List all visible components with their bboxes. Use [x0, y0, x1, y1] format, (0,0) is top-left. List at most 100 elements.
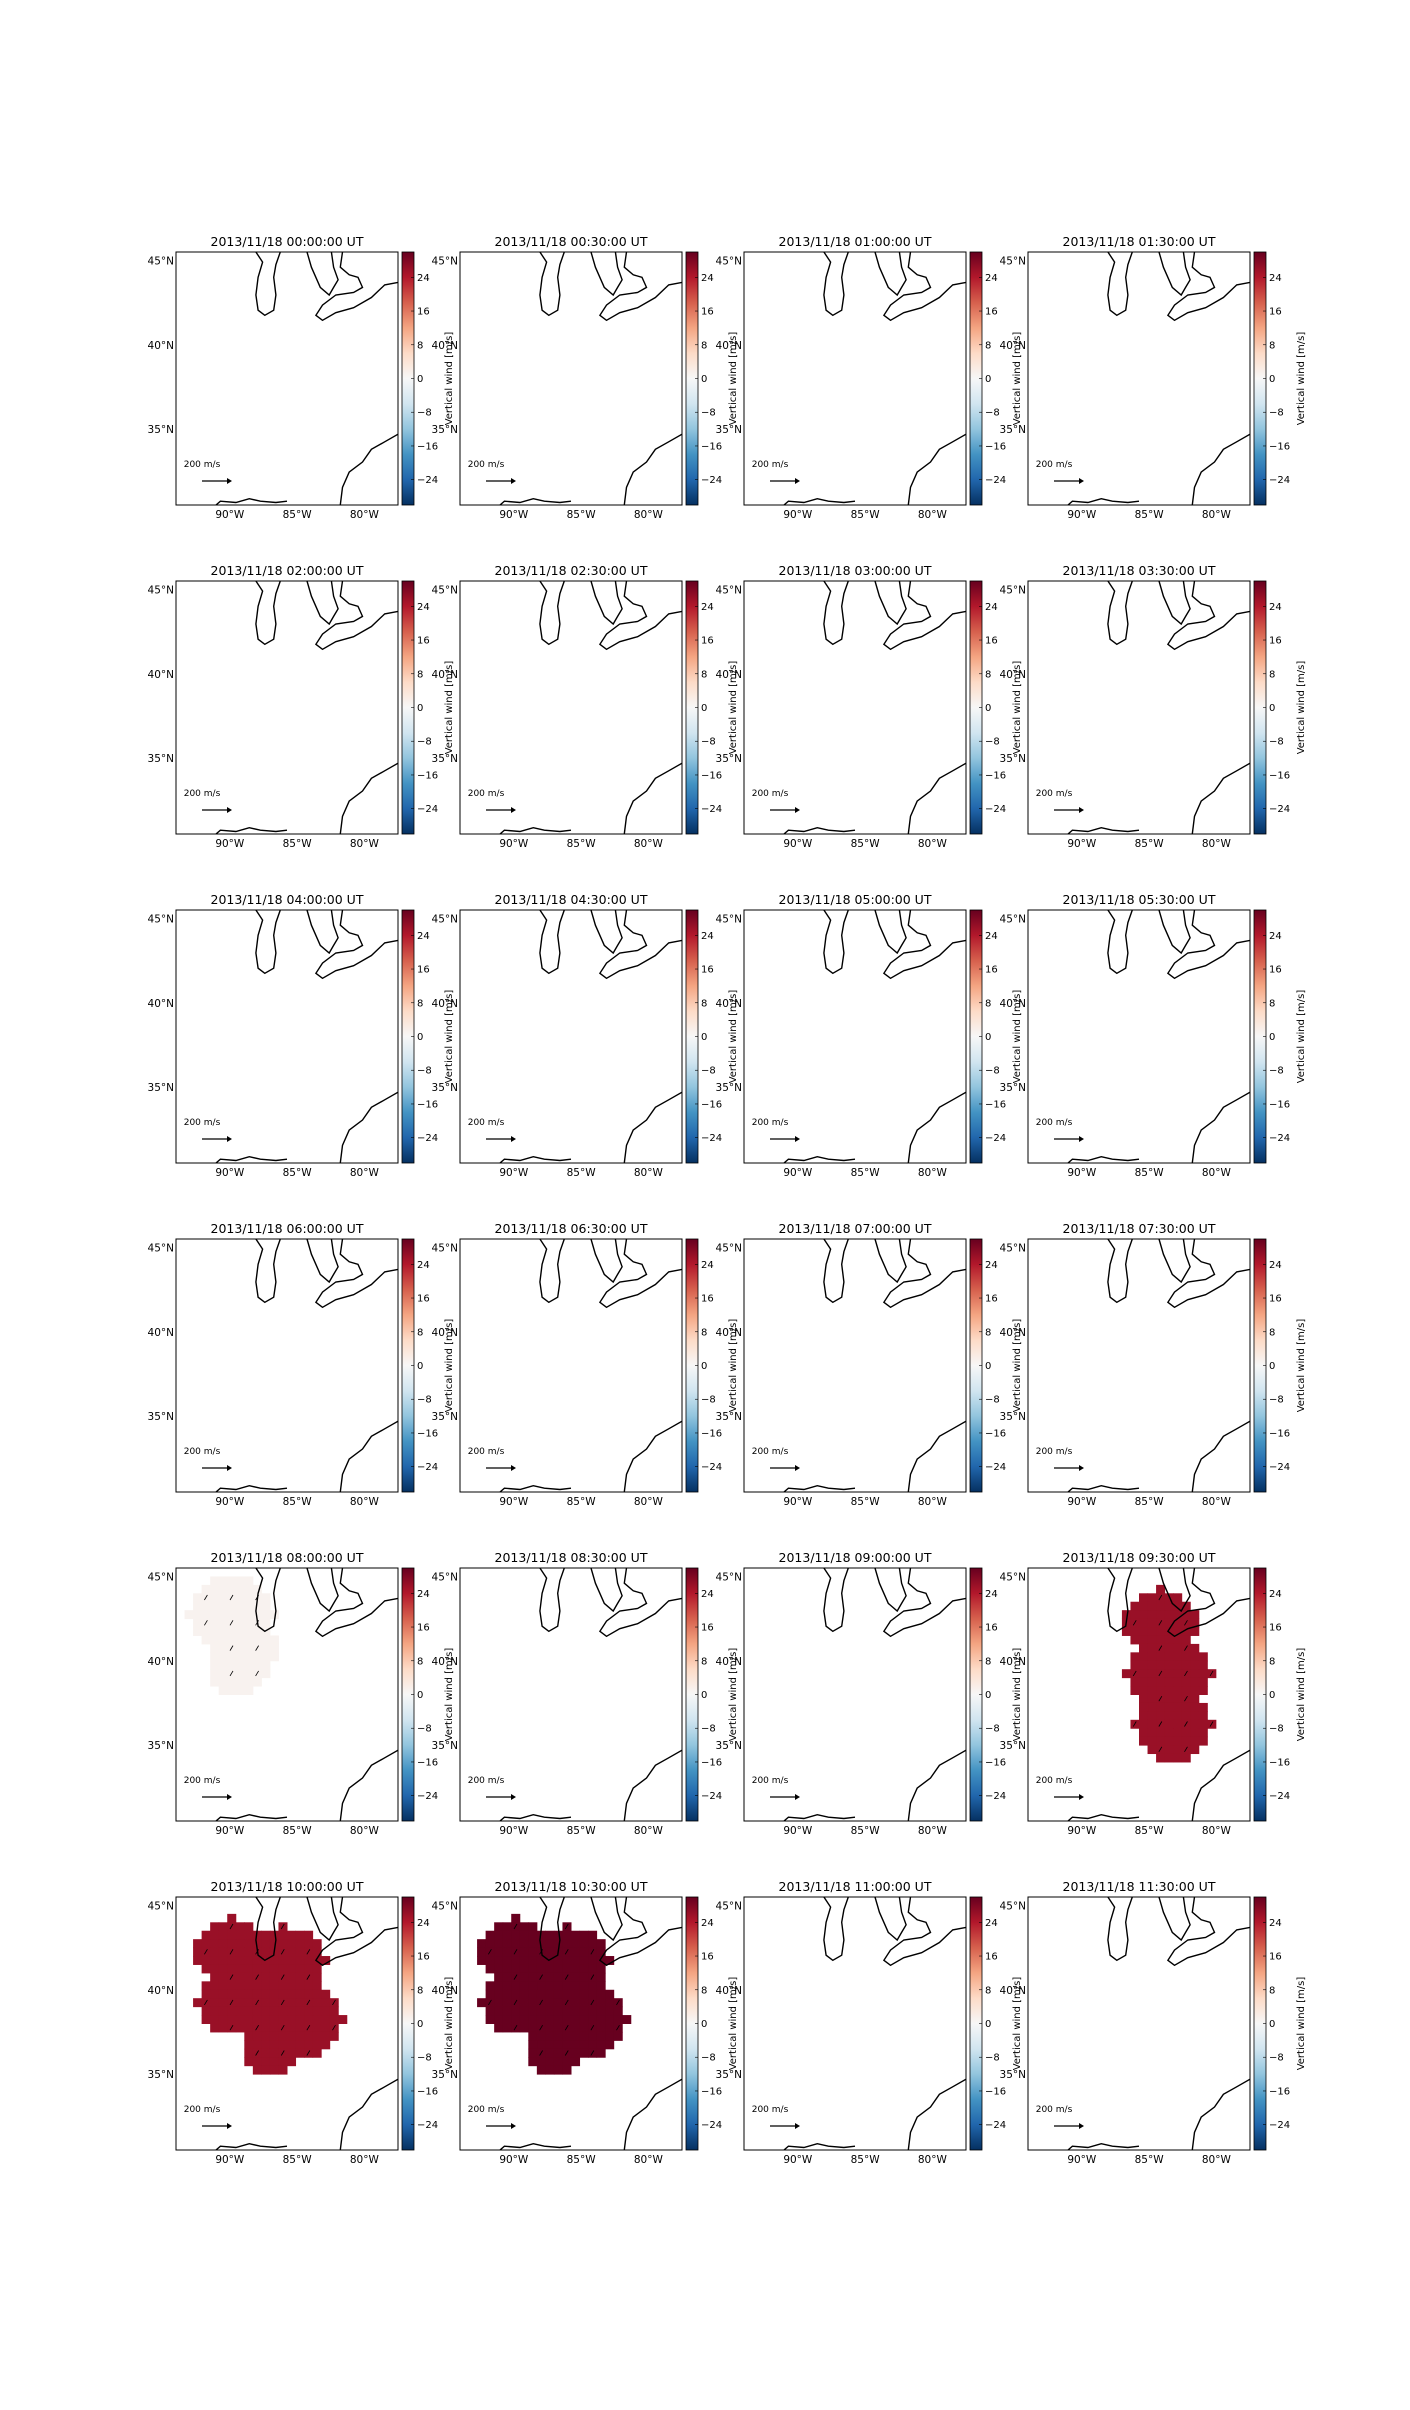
- quiver-key-label: 200 m/s: [752, 789, 789, 799]
- heatmap-cell: [218, 1998, 228, 2008]
- heatmap-cell: [184, 1610, 194, 1620]
- gulf-coastline: [499, 2142, 572, 2150]
- atlantic-coastline: [623, 1749, 682, 1821]
- colorbar-tick-label: 8: [701, 1327, 707, 1338]
- lake-michigan: [255, 1568, 281, 1633]
- heatmap-cell: [511, 1981, 521, 1991]
- heatmap-cell: [244, 2023, 254, 2033]
- quiver-key-arrowhead: [795, 2123, 800, 2129]
- colorbar-tick-label: 0: [985, 374, 991, 385]
- gulf-coastline: [1067, 1484, 1140, 1492]
- colorbar-tick-label: −8: [701, 408, 716, 419]
- x-tick-label: 80°W: [918, 838, 948, 850]
- heatmap-cell: [261, 1652, 271, 1662]
- lake-michigan: [823, 252, 849, 317]
- heatmap-cell: [210, 1610, 220, 1620]
- heatmap-cell: [1130, 1610, 1140, 1620]
- lake-huron: [1158, 252, 1191, 297]
- heatmap-cell: [1147, 1669, 1157, 1679]
- wind-vector: [539, 2025, 543, 2031]
- heatmap-cell: [1164, 1652, 1174, 1662]
- wind-vector: [564, 1949, 569, 1955]
- heatmap-cell: [235, 2015, 245, 2024]
- heatmap-cell: [269, 1939, 279, 1949]
- y-tick-label: 45°N: [148, 913, 174, 925]
- colorbar-tick-label: 16: [985, 1623, 998, 1634]
- heatmap-cell: [278, 1964, 288, 1974]
- y-tick-label: 45°N: [432, 1571, 458, 1583]
- lake-erie-ontario: [1166, 252, 1250, 322]
- gulf-coastline: [215, 1813, 288, 1821]
- heatmap-cell: [295, 1939, 305, 1949]
- heatmap-cell: [528, 2015, 538, 2024]
- y-tick-label: 45°N: [716, 255, 742, 267]
- heatmap-cell: [1181, 1660, 1191, 1670]
- atlantic-coastline: [907, 762, 966, 834]
- wind-vector: [1158, 1696, 1163, 1702]
- heatmap-cell: [596, 2048, 606, 2058]
- map-frame: [175, 251, 399, 506]
- colorbar-tick-label: −8: [417, 1395, 432, 1406]
- heatmap-cell: [536, 2006, 546, 2016]
- heatmap-cell: [579, 1956, 589, 1965]
- y-tick-label: 40°N: [716, 340, 742, 352]
- colorbar-tick-label: 0: [701, 2019, 707, 2030]
- lake-erie-ontario: [598, 252, 682, 322]
- quiver-key-label: 200 m/s: [184, 1776, 221, 1786]
- colorbar-tick-label: 8: [701, 1656, 707, 1667]
- x-tick-label: 80°W: [918, 2154, 948, 2166]
- heatmap-cell: [1198, 1652, 1208, 1662]
- colorbar-tick-label: −16: [1269, 1757, 1290, 1768]
- heatmap-cell: [485, 1939, 495, 1949]
- heatmap-cell: [571, 1939, 581, 1949]
- map-panel: 2013/11/18 04:30:00 UT 45°N 40°N 35°N 90°W 85…: [432, 892, 739, 1179]
- x-tick-label: 80°W: [634, 2154, 664, 2166]
- colorbar-tick-label: 0: [701, 1361, 707, 1372]
- heatmap-cell: [201, 1610, 211, 1620]
- heatmap-cell: [193, 1939, 203, 1949]
- heatmap-cell: [201, 1964, 211, 1974]
- heatmap-cell: [235, 1947, 245, 1957]
- x-tick-label: 90°W: [499, 2154, 529, 2166]
- map-frame: [1027, 909, 1251, 1164]
- quiver-key-arrowhead: [795, 1794, 800, 1800]
- heatmap-cell: [278, 2040, 288, 2050]
- wind-vector: [513, 1999, 518, 2006]
- colorbar-tick-label: −16: [417, 1757, 438, 1768]
- map-frame: [1027, 1238, 1251, 1493]
- heatmap-cell: [1181, 1677, 1191, 1687]
- colorbar-tick-label: 16: [417, 965, 430, 976]
- heatmap-cell: [252, 1635, 262, 1645]
- heatmap-cell: [244, 1956, 254, 1965]
- colorbar-tick-label: −24: [985, 475, 1006, 486]
- heatmap-cell: [261, 1981, 271, 1991]
- heatmap-cell: [269, 1964, 279, 1974]
- x-tick-label: 85°W: [851, 1167, 881, 1179]
- heatmap-cell: [201, 1627, 211, 1636]
- heatmap-cell: [252, 2040, 262, 2050]
- colorbar-tick-label: 0: [701, 703, 707, 714]
- heatmap-cell: [312, 1939, 322, 1949]
- heatmap-cell: [210, 1618, 220, 1628]
- heatmap-cell: [596, 1972, 606, 1982]
- colorbar-tick-label: −16: [701, 441, 722, 452]
- colorbar-tick-label: 8: [985, 669, 991, 680]
- map-frame: [459, 251, 683, 506]
- x-tick-label: 80°W: [350, 2154, 380, 2166]
- heatmap-cell: [485, 1964, 495, 1974]
- quiver-key-label: 200 m/s: [752, 1118, 789, 1128]
- heatmap-cell: [1139, 1719, 1149, 1729]
- heatmap-cell: [244, 1593, 254, 1603]
- heatmap-cell: [528, 1981, 538, 1991]
- heatmap-cell: [287, 1956, 297, 1965]
- y-tick-label: 35°N: [148, 1411, 174, 1423]
- heatmap-cell: [261, 1956, 271, 1965]
- heatmap-cell: [312, 1981, 322, 1991]
- wind-vector: [590, 1974, 595, 1980]
- heatmap-cell: [244, 2048, 254, 2058]
- colorbar-tick-label: 0: [1269, 1032, 1275, 1043]
- heatmap-cell: [545, 2065, 555, 2075]
- heatmap-cell: [579, 1981, 589, 1991]
- lake-michigan: [823, 910, 849, 975]
- wind-vector: [229, 1594, 234, 1601]
